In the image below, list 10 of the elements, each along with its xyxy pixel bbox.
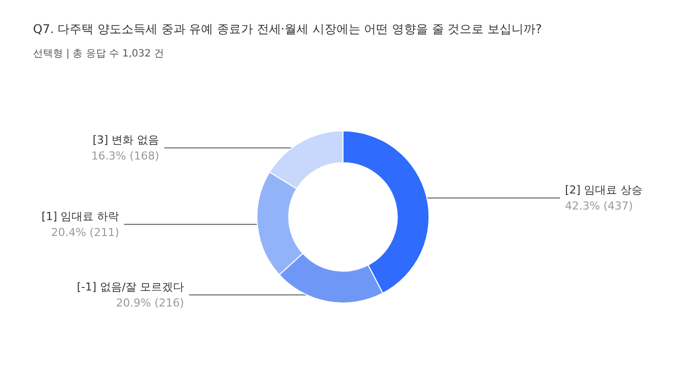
slice-label: [2] 임대료 상승 [564,184,643,197]
data-label: 20.9% (216) [116,296,184,310]
chart-title: Q7. 다주택 양도소득세 중과 유예 종료가 전세·월세 시장에는 어떤 영향을 줄 것으로 보십니까? [33,22,542,36]
data-label: 42.3% (437) [564,200,633,213]
slice-label: [-1] 없음/잘 모르겠다 [76,280,184,294]
slice-label: [3] 변화 없음 [92,133,160,146]
chart-subtitle: 선택형 | 총 응답 수 1,032 건 [33,48,164,60]
slice-label: [1] 임대료 하락 [42,210,120,223]
data-label: 16.3% (168) [91,149,160,162]
data-label: 20.4% (211) [51,226,120,239]
